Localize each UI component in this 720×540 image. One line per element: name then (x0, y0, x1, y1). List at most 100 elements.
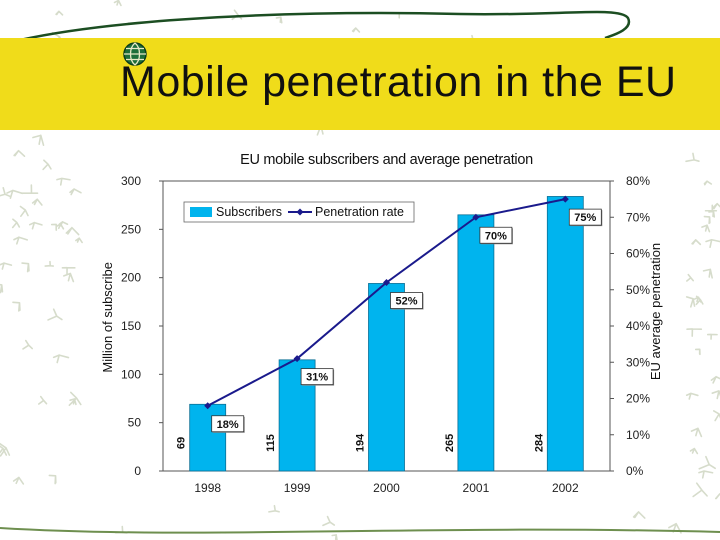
doodle-mark (331, 534, 338, 540)
y-tick-label: 300 (121, 174, 141, 188)
doodle-mark (22, 339, 34, 350)
penetration-marker (293, 355, 301, 363)
penetration-value-label: 52% (395, 296, 417, 308)
y2-tick-label: 50% (626, 283, 650, 297)
doodle-mark (11, 218, 21, 229)
doodle-mark (42, 159, 52, 171)
penetration-callout: 70% (479, 226, 513, 245)
legend-swatch-subscribers (190, 207, 212, 217)
doodle-mark (711, 390, 720, 400)
doodle-mark (713, 410, 720, 422)
doodle-mark (48, 474, 57, 485)
doodle-mark (13, 236, 29, 245)
doodle-mark (37, 395, 48, 405)
penetration-callout: 52% (390, 292, 424, 310)
y-axis-title: Million of subscribe (100, 262, 115, 373)
y2-tick-label: 70% (626, 210, 650, 224)
x-tick-label: 1998 (194, 481, 221, 495)
doodle-mark (75, 237, 83, 244)
bar-value-label: 115 (265, 434, 277, 452)
chart-title: EU mobile subscribers and average penetr… (240, 152, 533, 168)
doodle-mark (55, 10, 64, 16)
doodle-mark (268, 504, 280, 513)
y2-tick-label: 30% (626, 355, 650, 369)
doodle-mark (698, 470, 714, 479)
doodle-mark (703, 215, 711, 225)
doodle-mark (685, 296, 696, 308)
y2-tick-label: 20% (626, 392, 650, 406)
doodle-mark (701, 224, 711, 233)
doodle-mark (714, 493, 720, 500)
bar-value-label: 69 (176, 437, 188, 449)
doodle-mark (47, 308, 63, 321)
doodle-mark (69, 398, 77, 406)
doodle-mark (685, 392, 699, 400)
doodle-mark (0, 442, 11, 457)
doodle-mark (63, 272, 75, 283)
x-tick-label: 1999 (284, 481, 311, 495)
y-tick-label: 200 (121, 271, 141, 285)
swoosh-bottom (0, 527, 720, 534)
bar (189, 403, 227, 472)
callout-box (211, 415, 245, 433)
legend-marker-penetration (296, 208, 304, 216)
penetration-value-label: 70% (485, 230, 507, 242)
doodle-mark (52, 354, 70, 364)
callout-box (479, 226, 513, 244)
doodle-mark (689, 447, 699, 455)
doodle-mark (113, 0, 122, 7)
y-tick-label: 100 (121, 367, 141, 381)
doodle-mark (19, 205, 29, 217)
x-tick-label: 2001 (463, 481, 490, 495)
x-tick-label: 2002 (552, 481, 579, 495)
doodle-mark (698, 455, 716, 470)
doodle-mark (21, 262, 30, 273)
penetration-callout: 18% (211, 415, 245, 433)
legend-label-penetration: Penetration rate (315, 205, 404, 219)
y2-tick-label: 0% (626, 464, 644, 478)
x-tick-label: 2000 (373, 481, 400, 495)
doodle-mark (20, 184, 39, 195)
doodle-mark (61, 266, 76, 275)
penetration-marker (472, 213, 480, 221)
doodle-mark (0, 445, 8, 456)
y-tick-label: 150 (121, 319, 141, 333)
doodle-mark (685, 152, 700, 163)
callout-box (300, 368, 334, 386)
y2-tick-label: 80% (626, 174, 650, 188)
y-tick-label: 50 (128, 416, 142, 430)
doodle-mark (69, 188, 82, 196)
doodle-mark (275, 16, 283, 24)
penetration-marker (383, 279, 390, 286)
doodle-mark (231, 9, 243, 21)
doodle-mark (0, 283, 4, 294)
callout-box (568, 208, 602, 226)
legend-label-subscribers: Subscribers (216, 205, 282, 219)
doodle-mark (703, 180, 713, 186)
y2-axis-title: EU average penetration (648, 243, 663, 380)
globe-bullet-icon (123, 42, 147, 66)
bar-value-label: 265 (444, 434, 456, 452)
penetration-value-label: 75% (574, 212, 596, 224)
bar (368, 283, 405, 472)
doodle-mark (55, 223, 65, 230)
bar-value-label: 284 (533, 433, 545, 452)
y2-tick-label: 40% (626, 319, 650, 333)
doodle-mark (28, 221, 43, 230)
legend: Subscribers Penetration rate (183, 201, 415, 223)
doodle-mark (13, 149, 26, 158)
doodle-mark (694, 348, 701, 356)
doodle-mark (31, 198, 43, 206)
doodle-mark (695, 295, 704, 306)
title-band (0, 38, 720, 130)
y-tick-label: 0 (134, 464, 141, 478)
penetration-marker (204, 402, 212, 410)
slide-title: Mobile penetration in the EU (120, 58, 677, 106)
doodle-mark (706, 333, 718, 340)
doodle-mark (692, 482, 708, 498)
combo-chart: EU mobile subscribers and average penetr… (100, 152, 663, 495)
doodle-mark (710, 375, 720, 384)
doodle-mark (705, 238, 720, 249)
penetration-callout: 75% (568, 208, 603, 227)
swoosh-top (19, 10, 631, 42)
